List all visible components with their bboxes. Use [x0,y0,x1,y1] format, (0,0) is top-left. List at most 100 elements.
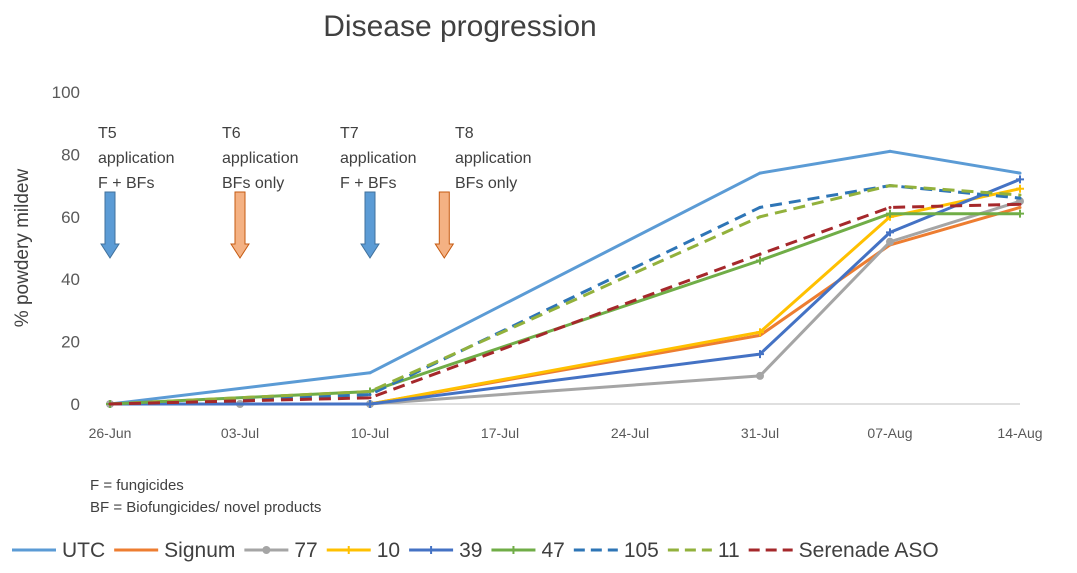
x-axis: 26-Jun 03-Jul 10-Jul 17-Jul 24-Jul 31-Jul 07-A… [89,403,1043,441]
data-point [758,171,762,175]
annotation-text: F + BFs [340,175,396,192]
y-axis-label: % powdery mildew [12,169,33,328]
data-point [1018,202,1022,206]
x-tick-label: 26-Jun [89,425,132,441]
x-tick-label: 31-Jul [741,425,779,441]
legend-label: 11 [718,539,740,562]
x-tick-label: 17-Jul [481,425,519,441]
x-tick-label: 14-Aug [997,425,1042,441]
data-point [368,396,372,400]
data-point [368,371,372,375]
annotation-t6: T6 application BFs only [222,125,299,259]
data-point [368,393,372,397]
legend-item: 77 [244,539,318,562]
data-point [366,400,374,408]
annotation-text: T6 [222,125,241,142]
legend-item: UTC [12,539,105,562]
data-point [758,252,762,256]
footnotes: F = fungicides BF = Biofungicides/ novel … [90,477,321,516]
data-point [888,149,892,153]
data-point [1018,193,1022,197]
data-point [758,215,762,219]
down-arrow-icon [100,191,120,259]
annotation-text: BFs only [222,175,284,192]
data-point [108,402,112,406]
y-tick-label: 80 [61,145,80,164]
legend-item: Serenade ASO [748,539,939,562]
annotation-text: application [340,150,417,167]
legend-marker [344,546,353,554]
data-point [1018,171,1022,175]
data-point [886,237,894,246]
data-point [888,184,892,188]
legend-label: 105 [624,539,659,562]
legend-item: Signum [114,539,235,562]
y-tick-label: 20 [61,333,80,352]
series-line [109,184,1021,406]
y-axis: 0 20 40 60 80 100 [52,83,80,414]
annotation-text: BFs only [455,175,517,192]
series-line [109,212,1020,406]
annotation-t8: T8 application BFs only [434,125,532,259]
down-arrow-icon [360,191,380,259]
y-tick-label: 60 [61,208,80,227]
data-point [368,390,372,394]
data-point [888,205,892,209]
data-point [1018,205,1022,209]
annotation-text: F + BFs [98,175,154,192]
y-tick-label: 0 [71,395,80,414]
series-serenade-aso [108,202,1022,406]
legend-label: 10 [377,539,400,562]
y-tick-label: 100 [52,83,80,102]
legend-item: 11 [667,539,740,562]
data-point [756,371,764,380]
legend-label: Serenade ASO [799,539,939,562]
legend-label: UTC [62,539,105,562]
annotation-text: T5 [98,125,117,142]
annotation-text: application [222,150,299,167]
data-point [1016,184,1024,193]
annotation-t5: T5 application F + BFs [98,125,175,259]
legend-item: 39 [409,539,482,562]
legend-label: 39 [459,539,482,562]
legend: UTC Signum 77 10 39 47 105 11 Serenade ASO [12,539,939,562]
data-point [758,205,762,209]
legend-label: 77 [294,539,317,562]
series-lines [106,149,1024,408]
data-point [1018,196,1022,200]
footnote: BF = Biofungicides/ novel products [90,499,321,516]
footnote: F = fungicides [90,477,184,494]
legend-item: 105 [573,539,659,562]
x-tick-label: 03-Jul [221,425,259,441]
data-point [756,256,764,265]
down-arrow-icon [434,191,455,259]
x-tick-label: 10-Jul [351,425,389,441]
data-point [756,350,764,359]
annotation-text: T7 [340,125,359,142]
legend-marker [509,546,518,554]
annotation-text: application [455,150,532,167]
x-tick-label: 07-Aug [867,425,912,441]
data-point [886,209,894,218]
data-point [886,228,894,237]
series-line [110,187,1021,406]
chart-title: Disease progression [323,10,596,43]
data-point [756,328,764,337]
legend-marker [262,546,271,554]
legend-item: 10 [326,539,400,562]
legend-label: Signum [164,539,235,562]
y-tick-label: 40 [61,270,80,289]
series-line [109,202,1021,406]
data-point [1016,175,1024,184]
series-line [109,184,1021,406]
legend-item: 47 [491,539,565,562]
x-tick-label: 24-Jul [611,425,649,441]
legend-label: 47 [541,539,564,562]
data-point [1016,209,1024,218]
annotation-text: T8 [455,125,474,142]
application-annotations: T5 application F + BFs T6 application BFs onl… [98,125,532,259]
annotation-text: application [98,150,175,167]
annotation-t7: T7 application F + BFs [340,125,417,259]
legend-marker [427,546,436,554]
